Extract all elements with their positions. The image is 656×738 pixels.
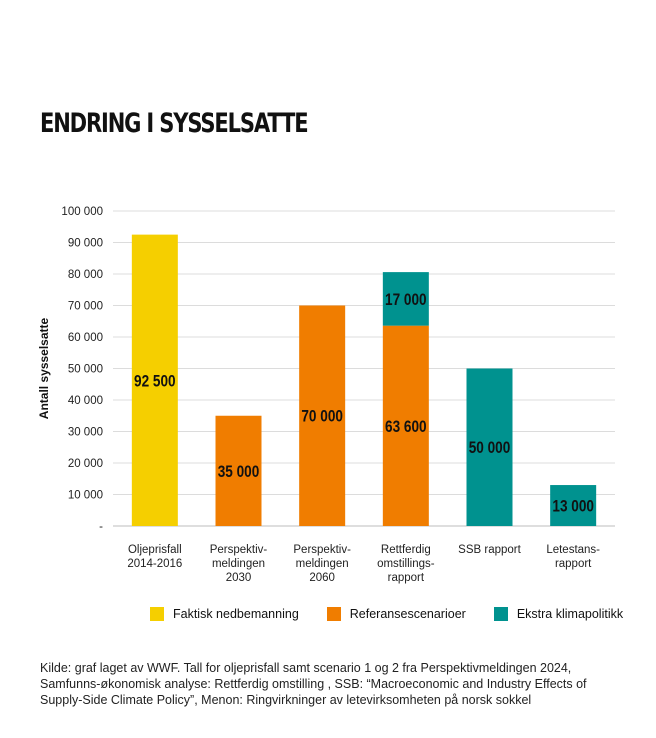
legend-label: Faktisk nedbemanning bbox=[173, 607, 299, 621]
legend-item-faktisk: Faktisk nedbemanning bbox=[150, 607, 299, 621]
x-tick-label: Perspektiv-meldingen 2060 bbox=[293, 544, 351, 584]
x-tick-label: SSB rapport bbox=[458, 544, 521, 556]
y-tick-label: 80 000 bbox=[68, 269, 103, 281]
source-note: Kilde: graf laget av WWF. Tall for oljep… bbox=[40, 660, 630, 708]
x-tick-label: Perspektiv-meldingen 2030 bbox=[210, 544, 268, 584]
x-tick-label: Letestans-rapport bbox=[546, 544, 600, 570]
data-label: 17 000 bbox=[385, 291, 427, 310]
x-tick-label: Rettferdig omstillings-rapport bbox=[377, 544, 435, 584]
data-label: 13 000 bbox=[552, 497, 594, 516]
legend-swatch bbox=[494, 607, 508, 621]
y-tick-label: 70 000 bbox=[68, 301, 103, 313]
x-tick-label: Oljeprisfall 2014-2016 bbox=[127, 544, 182, 570]
data-label: 35 000 bbox=[218, 463, 260, 482]
y-axis-label: Antall sysselsatte bbox=[37, 317, 51, 419]
legend-label: Ekstra klimapolitikk bbox=[517, 607, 623, 621]
legend-label: Referansescenarioer bbox=[350, 607, 466, 621]
chart-legend: Faktisk nedbemanning Referansescenarioer… bbox=[150, 607, 651, 621]
legend-swatch bbox=[327, 607, 341, 621]
legend-swatch bbox=[150, 607, 164, 621]
legend-item-ekstra: Ekstra klimapolitikk bbox=[494, 607, 623, 621]
y-tick-label: 100 000 bbox=[61, 206, 103, 218]
data-label: 70 000 bbox=[301, 407, 343, 426]
y-tick-label: - bbox=[99, 521, 103, 533]
data-label: 92 500 bbox=[134, 372, 176, 391]
y-tick-label: 50 000 bbox=[68, 364, 103, 376]
data-label: 63 600 bbox=[385, 417, 427, 436]
y-tick-label: 10 000 bbox=[68, 490, 103, 502]
y-tick-label: 90 000 bbox=[68, 238, 103, 250]
y-tick-label: 60 000 bbox=[68, 332, 103, 344]
y-tick-label: 30 000 bbox=[68, 427, 103, 439]
y-tick-label: 20 000 bbox=[68, 458, 103, 470]
data-label: 50 000 bbox=[469, 439, 511, 458]
legend-item-referanse: Referansescenarioer bbox=[327, 607, 466, 621]
y-tick-label: 40 000 bbox=[68, 395, 103, 407]
bar-chart: - 10 000 20 000 30 000 40 000 50 000 60 000 70 … bbox=[0, 0, 656, 600]
